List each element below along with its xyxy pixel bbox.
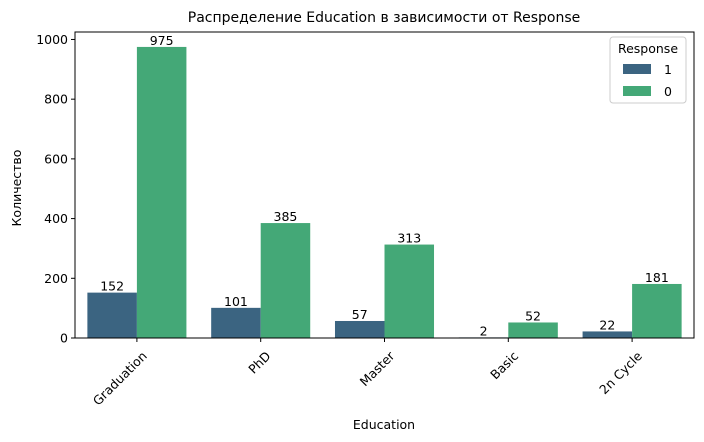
bar-2n-cycle-series-1 bbox=[582, 331, 633, 338]
x-tick-label: Basic bbox=[487, 348, 521, 382]
y-tick-label: 600 bbox=[44, 151, 68, 166]
bar-master-series-1 bbox=[334, 320, 385, 338]
data-label: 101 bbox=[224, 294, 248, 309]
y-tick-label: 800 bbox=[44, 92, 68, 107]
bar-graduation-series-1 bbox=[87, 292, 137, 338]
y-tick-label: 1000 bbox=[36, 32, 68, 47]
y-tick-label: 400 bbox=[44, 211, 68, 226]
chart-title: Распределение Education в зависимости от… bbox=[188, 10, 581, 26]
x-tick-label: PhD bbox=[245, 348, 273, 376]
y-tick-label: 200 bbox=[44, 271, 68, 286]
plot-area: 152 975 Graduation 101 385 PhD 57 313 Master 2 52 B… bbox=[36, 31, 695, 408]
data-label: 152 bbox=[100, 279, 124, 294]
axes-frame bbox=[74, 31, 695, 339]
bar-phd-series-0 bbox=[260, 223, 311, 338]
data-label: 2 bbox=[480, 323, 488, 338]
legend-label-1: 1 bbox=[664, 62, 672, 77]
y-axis-label: Количество bbox=[9, 150, 24, 227]
data-label: 313 bbox=[397, 231, 421, 246]
data-label: 385 bbox=[274, 209, 298, 224]
legend-label-0: 0 bbox=[664, 84, 672, 99]
data-label: 22 bbox=[599, 317, 615, 332]
legend-swatch-1 bbox=[623, 64, 651, 74]
data-label: 52 bbox=[525, 308, 541, 323]
data-label: 181 bbox=[645, 270, 669, 285]
data-label: 975 bbox=[150, 33, 174, 48]
bar-2n-cycle-series-0 bbox=[632, 283, 682, 338]
legend-title: Response bbox=[618, 41, 678, 56]
bar-master-series-0 bbox=[384, 244, 435, 338]
legend: Response 1 0 bbox=[609, 36, 687, 104]
x-tick-label: 2n Cycle bbox=[596, 348, 645, 397]
bar-basic-series-0 bbox=[508, 322, 558, 338]
data-label: 57 bbox=[352, 307, 368, 322]
legend-swatch-0 bbox=[623, 86, 651, 96]
bar-phd-series-1 bbox=[211, 307, 261, 338]
x-tick-label: Master bbox=[357, 348, 398, 389]
y-tick-label: 0 bbox=[60, 331, 68, 346]
bar-graduation-series-0 bbox=[136, 46, 187, 339]
x-axis-label: Education bbox=[353, 417, 415, 432]
x-tick-label: Graduation bbox=[90, 348, 150, 408]
